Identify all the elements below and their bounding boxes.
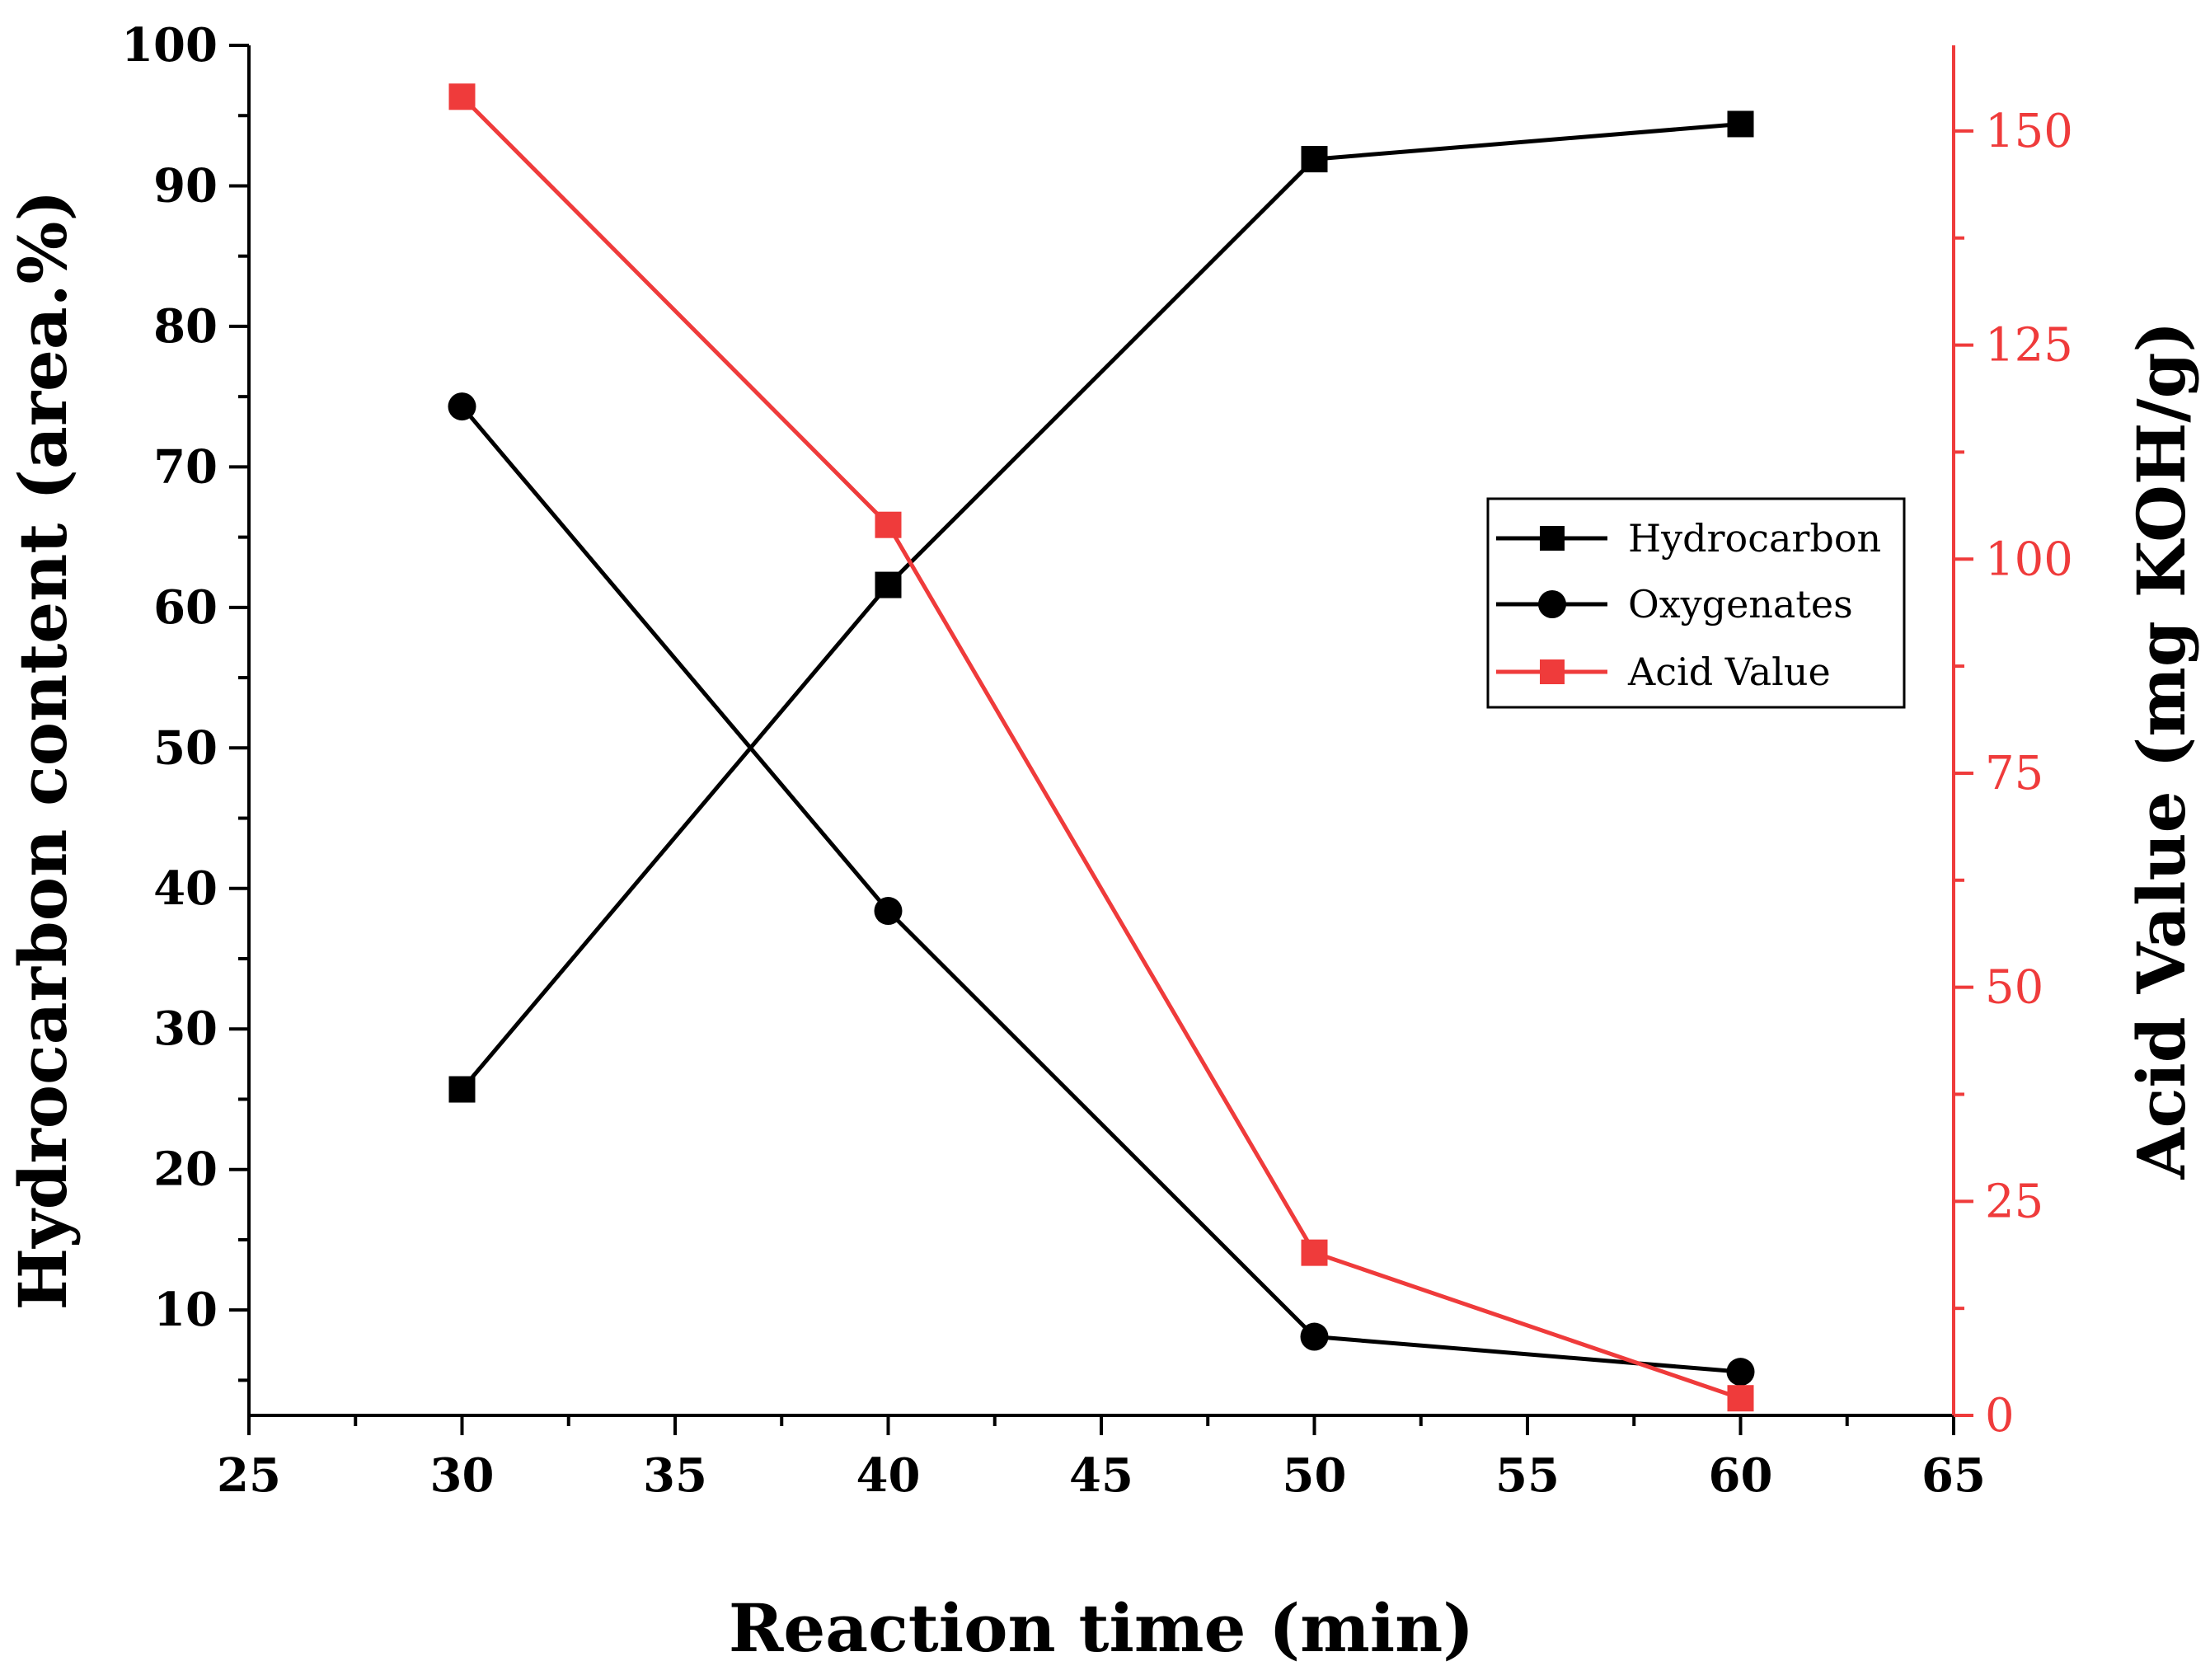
data-point-acid-value: [1301, 1239, 1328, 1266]
x-tick-label: 40: [856, 1448, 921, 1503]
data-point-hydrocarbon: [1727, 110, 1754, 138]
y-right-tick-label: 25: [1985, 1175, 2043, 1228]
y-right-tick-label: 100: [1985, 533, 2073, 586]
x-tick-label: 65: [1921, 1448, 1986, 1503]
series-line-oxygenates: [460, 405, 1741, 1374]
x-tick-label: 60: [1709, 1448, 1773, 1503]
y-left-tick-label: 90: [153, 158, 218, 213]
legend: Hydrocarbon Oxygenates Acid Value: [1486, 497, 1906, 709]
data-point-acid-value: [1727, 1385, 1754, 1412]
series-line-acid-value: [460, 95, 1742, 1401]
y-right-tick-label: 125: [1985, 319, 2073, 373]
x-tick-label: 50: [1283, 1448, 1347, 1503]
y-right-tick-label: 75: [1985, 747, 2043, 800]
y-axis-right-title: Acid Value (mg KOH/g): [2123, 321, 2200, 1180]
data-point-acid-value: [875, 511, 902, 538]
data-point-oxygenates: [1726, 1358, 1755, 1387]
ticks: 25 30 35 40 45 50 55 60 65 10 20 30 40 50 60 70 80 90 100 0…: [121, 18, 2073, 1503]
x-axis-title: Reaction time (min): [729, 1589, 1474, 1667]
data-point-hydrocarbon: [448, 1076, 476, 1103]
legend-marker-acid-value: [1540, 659, 1565, 684]
legend-marker-hydrocarbon: [1540, 526, 1565, 551]
y-left-tick-label: 80: [153, 299, 218, 354]
y-left-tick-label: 40: [153, 861, 218, 916]
x-tick-label: 30: [430, 1448, 495, 1503]
data-point-oxygenates: [1300, 1322, 1329, 1351]
legend-item-oxygenates: Oxygenates: [1496, 582, 1853, 626]
y-right-tick-label: 150: [1985, 105, 2073, 158]
y-left-tick-label: 20: [153, 1143, 218, 1197]
legend-item-acid-value: Acid Value: [1496, 650, 1831, 694]
legend-label-oxygenates: Oxygenates: [1628, 582, 1853, 626]
y-left-tick-label: 60: [153, 580, 218, 635]
legend-marker-oxygenates: [1538, 590, 1566, 618]
legend-label-hydrocarbon: Hydrocarbon: [1628, 516, 1881, 561]
x-tick-label: 45: [1069, 1448, 1133, 1503]
x-tick-label: 25: [217, 1448, 281, 1503]
x-tick-label: 35: [643, 1448, 707, 1503]
data-point-hydrocarbon: [875, 571, 902, 598]
y-left-tick-label: 70: [153, 439, 218, 494]
series: [448, 83, 1755, 1412]
x-tick-label: 55: [1495, 1448, 1560, 1503]
y-right-tick-label: 50: [1985, 961, 2043, 1015]
y-right-tick-label: 0: [1985, 1389, 2015, 1443]
y-axis-left-title: Hydrocarbon content (area.%): [4, 190, 82, 1311]
y-left-tick-label: 50: [153, 720, 218, 775]
y-left-tick-label: 100: [121, 18, 218, 73]
series-line-hydrocarbon: [460, 121, 1741, 1091]
y-left-tick-label: 10: [153, 1283, 218, 1337]
data-point-acid-value: [448, 83, 476, 110]
y-left-tick-label: 30: [153, 1002, 218, 1056]
data-point-oxygenates: [874, 897, 903, 926]
data-point-oxygenates: [448, 392, 476, 421]
legend-label-acid-value: Acid Value: [1627, 650, 1831, 694]
data-point-hydrocarbon: [1301, 146, 1328, 173]
legend-item-hydrocarbon: Hydrocarbon: [1496, 516, 1881, 561]
axes: [247, 45, 1955, 1417]
